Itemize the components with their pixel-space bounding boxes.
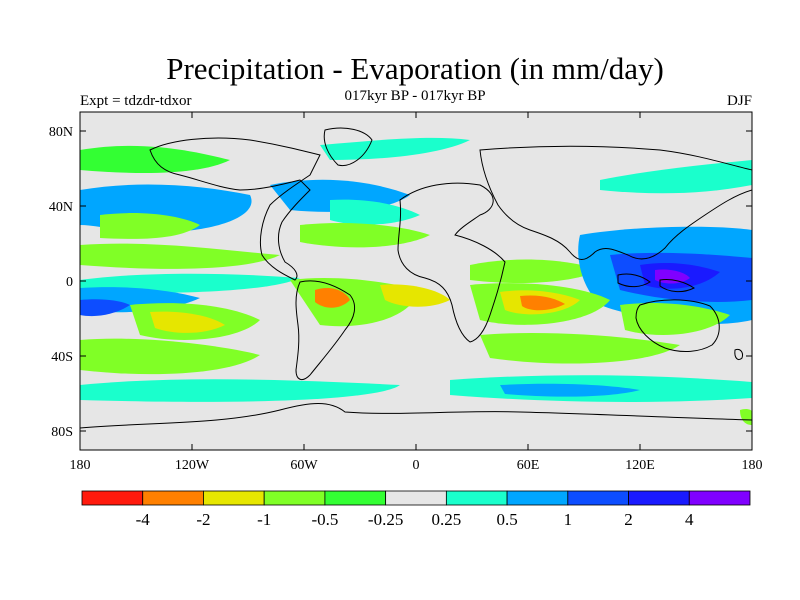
coastline: [149, 137, 321, 281]
colorbar-swatch: [628, 490, 690, 506]
y-tick-label: 40N: [49, 200, 73, 215]
contour-region: [80, 379, 400, 402]
colorbar-swatch: [203, 490, 265, 506]
y-tick-label: 80S: [51, 425, 73, 440]
contour-region: [330, 199, 420, 225]
contour-region: [100, 213, 200, 239]
x-tick-label: 60E: [517, 458, 540, 473]
colorbar-swatch: [567, 490, 629, 506]
contour-region: [740, 408, 752, 425]
x-tick-label: 60W: [290, 458, 318, 473]
colorbar-label: 2: [624, 510, 633, 529]
x-tick-label: 0: [413, 458, 420, 473]
contour-region: [500, 383, 640, 397]
experiment-label: Expt = tdzdr-tdxor: [80, 93, 192, 109]
colorbar-label: 0.5: [496, 510, 517, 529]
contour-region: [620, 303, 730, 335]
contour-region: [80, 243, 280, 269]
coastline: [397, 182, 506, 343]
axis-ticks: [80, 112, 752, 450]
figure-title: Precipitation - Evaporation (in mm/day): [166, 51, 664, 86]
contour-region: [380, 284, 450, 307]
contour-region: [80, 299, 130, 317]
coastline: [295, 280, 356, 381]
colorbar-label: 4: [685, 510, 694, 529]
colorbar-swatch: [263, 490, 326, 506]
x-tick-label: 120E: [625, 458, 655, 473]
figure-subtitle: 017kyr BP - 017kyr BP: [344, 88, 486, 104]
y-tick-labels: 80N 40N 0 40S 80S: [49, 125, 73, 440]
coastline: [479, 145, 752, 260]
contour-region: [480, 333, 680, 364]
coastline: [617, 273, 651, 288]
coastline: [80, 403, 752, 429]
colorbar-swatch: [445, 490, 508, 506]
contour-region: [150, 311, 225, 333]
y-tick-label: 0: [66, 275, 73, 290]
colorbar-swatch: [688, 490, 751, 506]
contour-region: [315, 288, 350, 308]
colorbar-label: -1: [257, 510, 271, 529]
contour-region: [80, 338, 260, 375]
contour-region: [600, 160, 752, 194]
colorbar: -4 -2 -1 -0.5 -0.25 0.25 0.5 1 2 4: [81, 490, 751, 529]
y-tick-label: 80N: [49, 125, 73, 140]
contour-fields: [80, 137, 752, 425]
season-label: DJF: [726, 93, 752, 109]
colorbar-label: -0.25: [368, 510, 403, 529]
y-tick-label: 40S: [51, 350, 73, 365]
colorbar-swatch: [324, 490, 387, 506]
colorbar-label: -4: [136, 510, 151, 529]
coastline: [323, 127, 373, 167]
colorbar-swatch: [385, 490, 447, 506]
colorbar-swatch: [506, 490, 569, 506]
colorbar-label: -0.5: [311, 510, 338, 529]
x-tick-label: 180: [70, 458, 91, 473]
colorbar-swatch: [142, 490, 204, 506]
x-tick-labels: 180 120W 60W 0 60E 120E 180: [70, 458, 763, 473]
contour-region: [470, 259, 600, 283]
map-panel: 80N 40N 0 40S 80S 180 120W 60W 0 60E 120…: [49, 111, 763, 473]
contour-region: [520, 295, 565, 311]
coastline: [659, 279, 695, 293]
colorbar-swatch: [81, 490, 144, 506]
contour-region: [300, 223, 430, 248]
colorbar-label: 0.25: [431, 510, 461, 529]
x-tick-label: 180: [742, 458, 763, 473]
colorbar-label: -2: [196, 510, 210, 529]
x-tick-label: 120W: [175, 458, 210, 473]
colorbar-label: 1: [564, 510, 573, 529]
coastlines: [80, 127, 752, 429]
contour-region: [320, 137, 470, 160]
coastline: [734, 349, 743, 361]
coastline: [635, 299, 720, 353]
